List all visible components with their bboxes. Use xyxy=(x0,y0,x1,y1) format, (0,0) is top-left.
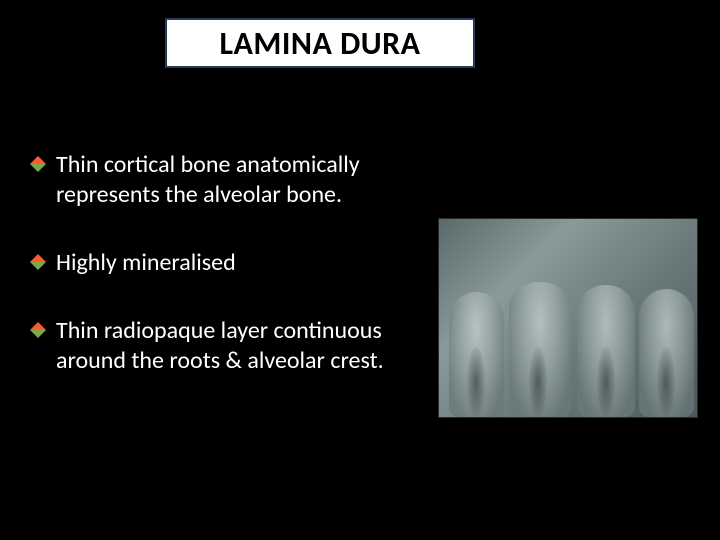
root-shadow xyxy=(467,347,485,417)
slide-title: LAMINA DURA xyxy=(219,24,420,63)
bullet-icon xyxy=(30,322,46,338)
list-item: Highly mineralised xyxy=(30,248,430,278)
root-shadow xyxy=(529,347,547,417)
root-shadow xyxy=(657,347,675,417)
bullet-text: Highly mineralised xyxy=(56,248,236,278)
bullet-icon xyxy=(30,254,46,270)
bullet-text: Thin cortical bone anatomically represen… xyxy=(56,150,430,210)
list-item: Thin radiopaque layer continuous around … xyxy=(30,316,430,376)
title-box: LAMINA DURA xyxy=(165,18,475,68)
list-item: Thin cortical bone anatomically represen… xyxy=(30,150,430,210)
root-shadow xyxy=(597,347,615,417)
bullet-icon xyxy=(30,156,46,172)
bullet-list: Thin cortical bone anatomically represen… xyxy=(30,150,430,414)
radiograph-image xyxy=(438,218,698,418)
bullet-text: Thin radiopaque layer continuous around … xyxy=(56,316,430,376)
